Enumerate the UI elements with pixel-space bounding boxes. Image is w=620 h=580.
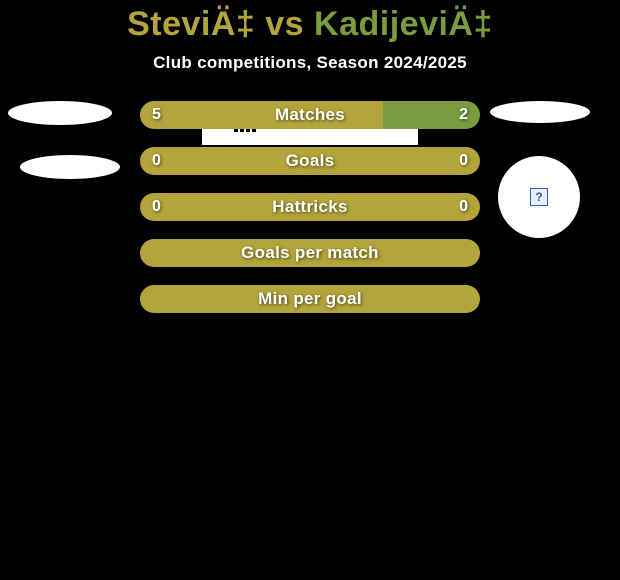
stat-value-right: 0 <box>459 147 468 175</box>
right-avatar-shape-1 <box>490 101 590 123</box>
stat-value-left: 0 <box>152 147 161 175</box>
stat-row: Matches5 2 <box>140 101 480 129</box>
stat-value-left: 5 <box>152 101 161 129</box>
stat-label: Goals per match <box>140 239 480 267</box>
comparison-stage: ? Matches52Goals00Hattricks00Goals per m… <box>0 101 620 461</box>
left-avatar-shape-1 <box>8 101 112 125</box>
page-title: SteviÄ‡ vs KadijeviÄ‡ <box>0 6 620 43</box>
title-player-left: SteviÄ‡ vs <box>127 5 314 43</box>
stat-row: Goals0 0 <box>140 147 480 175</box>
stat-row: Min per goal <box>140 285 480 313</box>
question-icon: ? <box>530 188 548 206</box>
stat-row: Goals per match <box>140 239 480 267</box>
stat-label: Hattricks <box>140 193 480 221</box>
stat-label: Goals <box>140 147 480 175</box>
comparison-bars: Matches52Goals00Hattricks00Goals per mat… <box>140 101 480 331</box>
subtitle: Club competitions, Season 2024/2025 <box>0 53 620 73</box>
title-player-right: KadijeviÄ‡ <box>314 5 493 43</box>
stat-row: Hattricks0 0 <box>140 193 480 221</box>
stat-label: Min per goal <box>140 285 480 313</box>
stat-value-left: 0 <box>152 193 161 221</box>
stat-label: Matches <box>140 101 480 129</box>
stat-value-right: 2 <box>459 101 468 129</box>
right-avatar-circle: ? <box>498 156 580 238</box>
stat-value-right: 0 <box>459 193 468 221</box>
